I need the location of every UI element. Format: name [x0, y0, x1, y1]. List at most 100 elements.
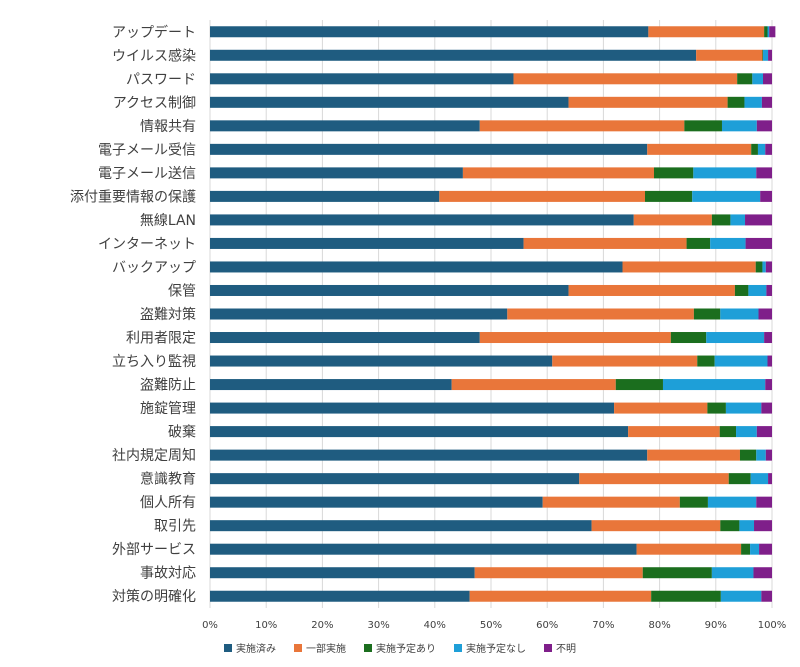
bar-segment	[679, 496, 708, 508]
bar-segment	[766, 284, 772, 296]
category-label: インターネット	[98, 236, 196, 252]
category-label: 外部サービス	[112, 542, 196, 558]
stacked-bar-chart: アップデートウイルス感染パスワードアクセス制御情報共有電子メール受信電子メール送…	[70, 20, 787, 631]
x-tick-label: 0%	[202, 620, 218, 631]
bar-segment	[760, 190, 772, 202]
bar-segment	[210, 332, 480, 344]
bar-segment	[210, 167, 463, 179]
bar-segment	[711, 214, 731, 226]
bar-segment	[711, 567, 754, 579]
bar-segment	[707, 496, 757, 508]
bar-segment	[615, 379, 663, 391]
category-label: 社内規定周知	[112, 447, 196, 464]
bar-segment	[756, 120, 772, 132]
bar-segment	[767, 355, 772, 367]
bar-segment	[693, 308, 721, 320]
bar-segment	[686, 237, 711, 249]
bar-segment	[761, 402, 772, 414]
x-tick-label: 80%	[648, 620, 670, 631]
category-label: 利用者限定	[126, 331, 196, 347]
bar-segment	[754, 520, 772, 532]
bar-segment	[728, 473, 751, 485]
x-tick-label: 100%	[758, 620, 787, 631]
bar-segment	[622, 261, 756, 273]
category-label: 事故対応	[140, 566, 196, 582]
bar-segment	[696, 49, 763, 61]
bar-segment	[479, 120, 685, 132]
bar-segment	[628, 426, 720, 438]
category-labels: アップデートウイルス感染パスワードアクセス制御情報共有電子メール受信電子メール送…	[70, 24, 196, 605]
bar-segment	[542, 496, 680, 508]
bar-segment	[707, 402, 726, 414]
category-label: 情報共有	[140, 119, 196, 135]
bar-segment	[210, 49, 697, 61]
legend-swatch	[224, 643, 232, 652]
category-label: 立ち入り監視	[112, 353, 196, 370]
bar-segment	[761, 590, 772, 602]
legend-item: 実施予定なし	[454, 640, 526, 655]
bar-segment	[210, 214, 634, 226]
category-label: 電子メール送信	[98, 166, 196, 182]
bar-segment	[720, 520, 740, 532]
bar-segment	[633, 214, 712, 226]
bar-segment	[507, 308, 694, 320]
bar-segment	[748, 284, 767, 296]
bar-segment	[765, 449, 772, 461]
bar-segment	[763, 73, 772, 85]
bar-segment	[734, 284, 749, 296]
category-label: 対策の明確化	[112, 588, 196, 605]
bar-segment	[513, 73, 738, 85]
bar-segment	[210, 143, 648, 155]
bar-segment	[636, 543, 742, 555]
bar-segment	[210, 379, 452, 391]
bar-segment	[759, 543, 772, 555]
bar-segment	[730, 214, 746, 226]
bar-segment	[756, 449, 766, 461]
bar-segment	[670, 332, 707, 344]
bar-segment	[210, 402, 615, 414]
bar-segment	[769, 26, 776, 38]
legend-label: 不明	[556, 644, 576, 655]
category-label: パスワード	[126, 72, 196, 88]
bar-segment	[710, 237, 746, 249]
bar-segment	[579, 473, 729, 485]
category-label: 盗難防止	[140, 378, 196, 394]
bar-segment	[210, 190, 440, 202]
bar-segment	[568, 284, 735, 296]
category-label: 保管	[168, 283, 196, 299]
bar-segment	[745, 214, 772, 226]
bar-segment	[756, 496, 772, 508]
category-label: 破棄	[168, 425, 196, 441]
bar-segment	[210, 543, 637, 555]
bar-segment	[684, 120, 722, 132]
legend-swatch	[294, 643, 302, 652]
category-label: アップデート	[112, 24, 196, 41]
bar-segment	[714, 355, 768, 367]
category-label: アクセス制御	[113, 95, 196, 111]
bar-segment	[474, 567, 643, 579]
bar-segment	[210, 449, 648, 461]
bar-segment	[765, 379, 772, 391]
bar-segment	[662, 379, 766, 391]
bar-segment	[752, 73, 764, 85]
legend-item: 実施予定あり	[364, 640, 436, 655]
bar-segment	[725, 402, 762, 414]
bar-segment	[765, 261, 772, 273]
x-tick-label: 60%	[536, 620, 558, 631]
bar-segment	[720, 590, 762, 602]
bar-segment	[756, 167, 772, 179]
category-label: 意識教育	[140, 471, 196, 488]
legend-swatch	[364, 643, 372, 652]
bar-segment	[642, 567, 712, 579]
bar-segment	[706, 332, 765, 344]
bar-segment	[720, 308, 759, 320]
bar-segment	[753, 567, 772, 579]
bar-segment	[469, 590, 652, 602]
bar-segment	[568, 96, 728, 108]
bar-segment	[210, 520, 592, 532]
bar-segment	[692, 190, 761, 202]
bar-segment	[736, 426, 757, 438]
bar-segment	[210, 73, 514, 85]
bar-segment	[762, 261, 766, 273]
bar-segment	[768, 473, 772, 485]
